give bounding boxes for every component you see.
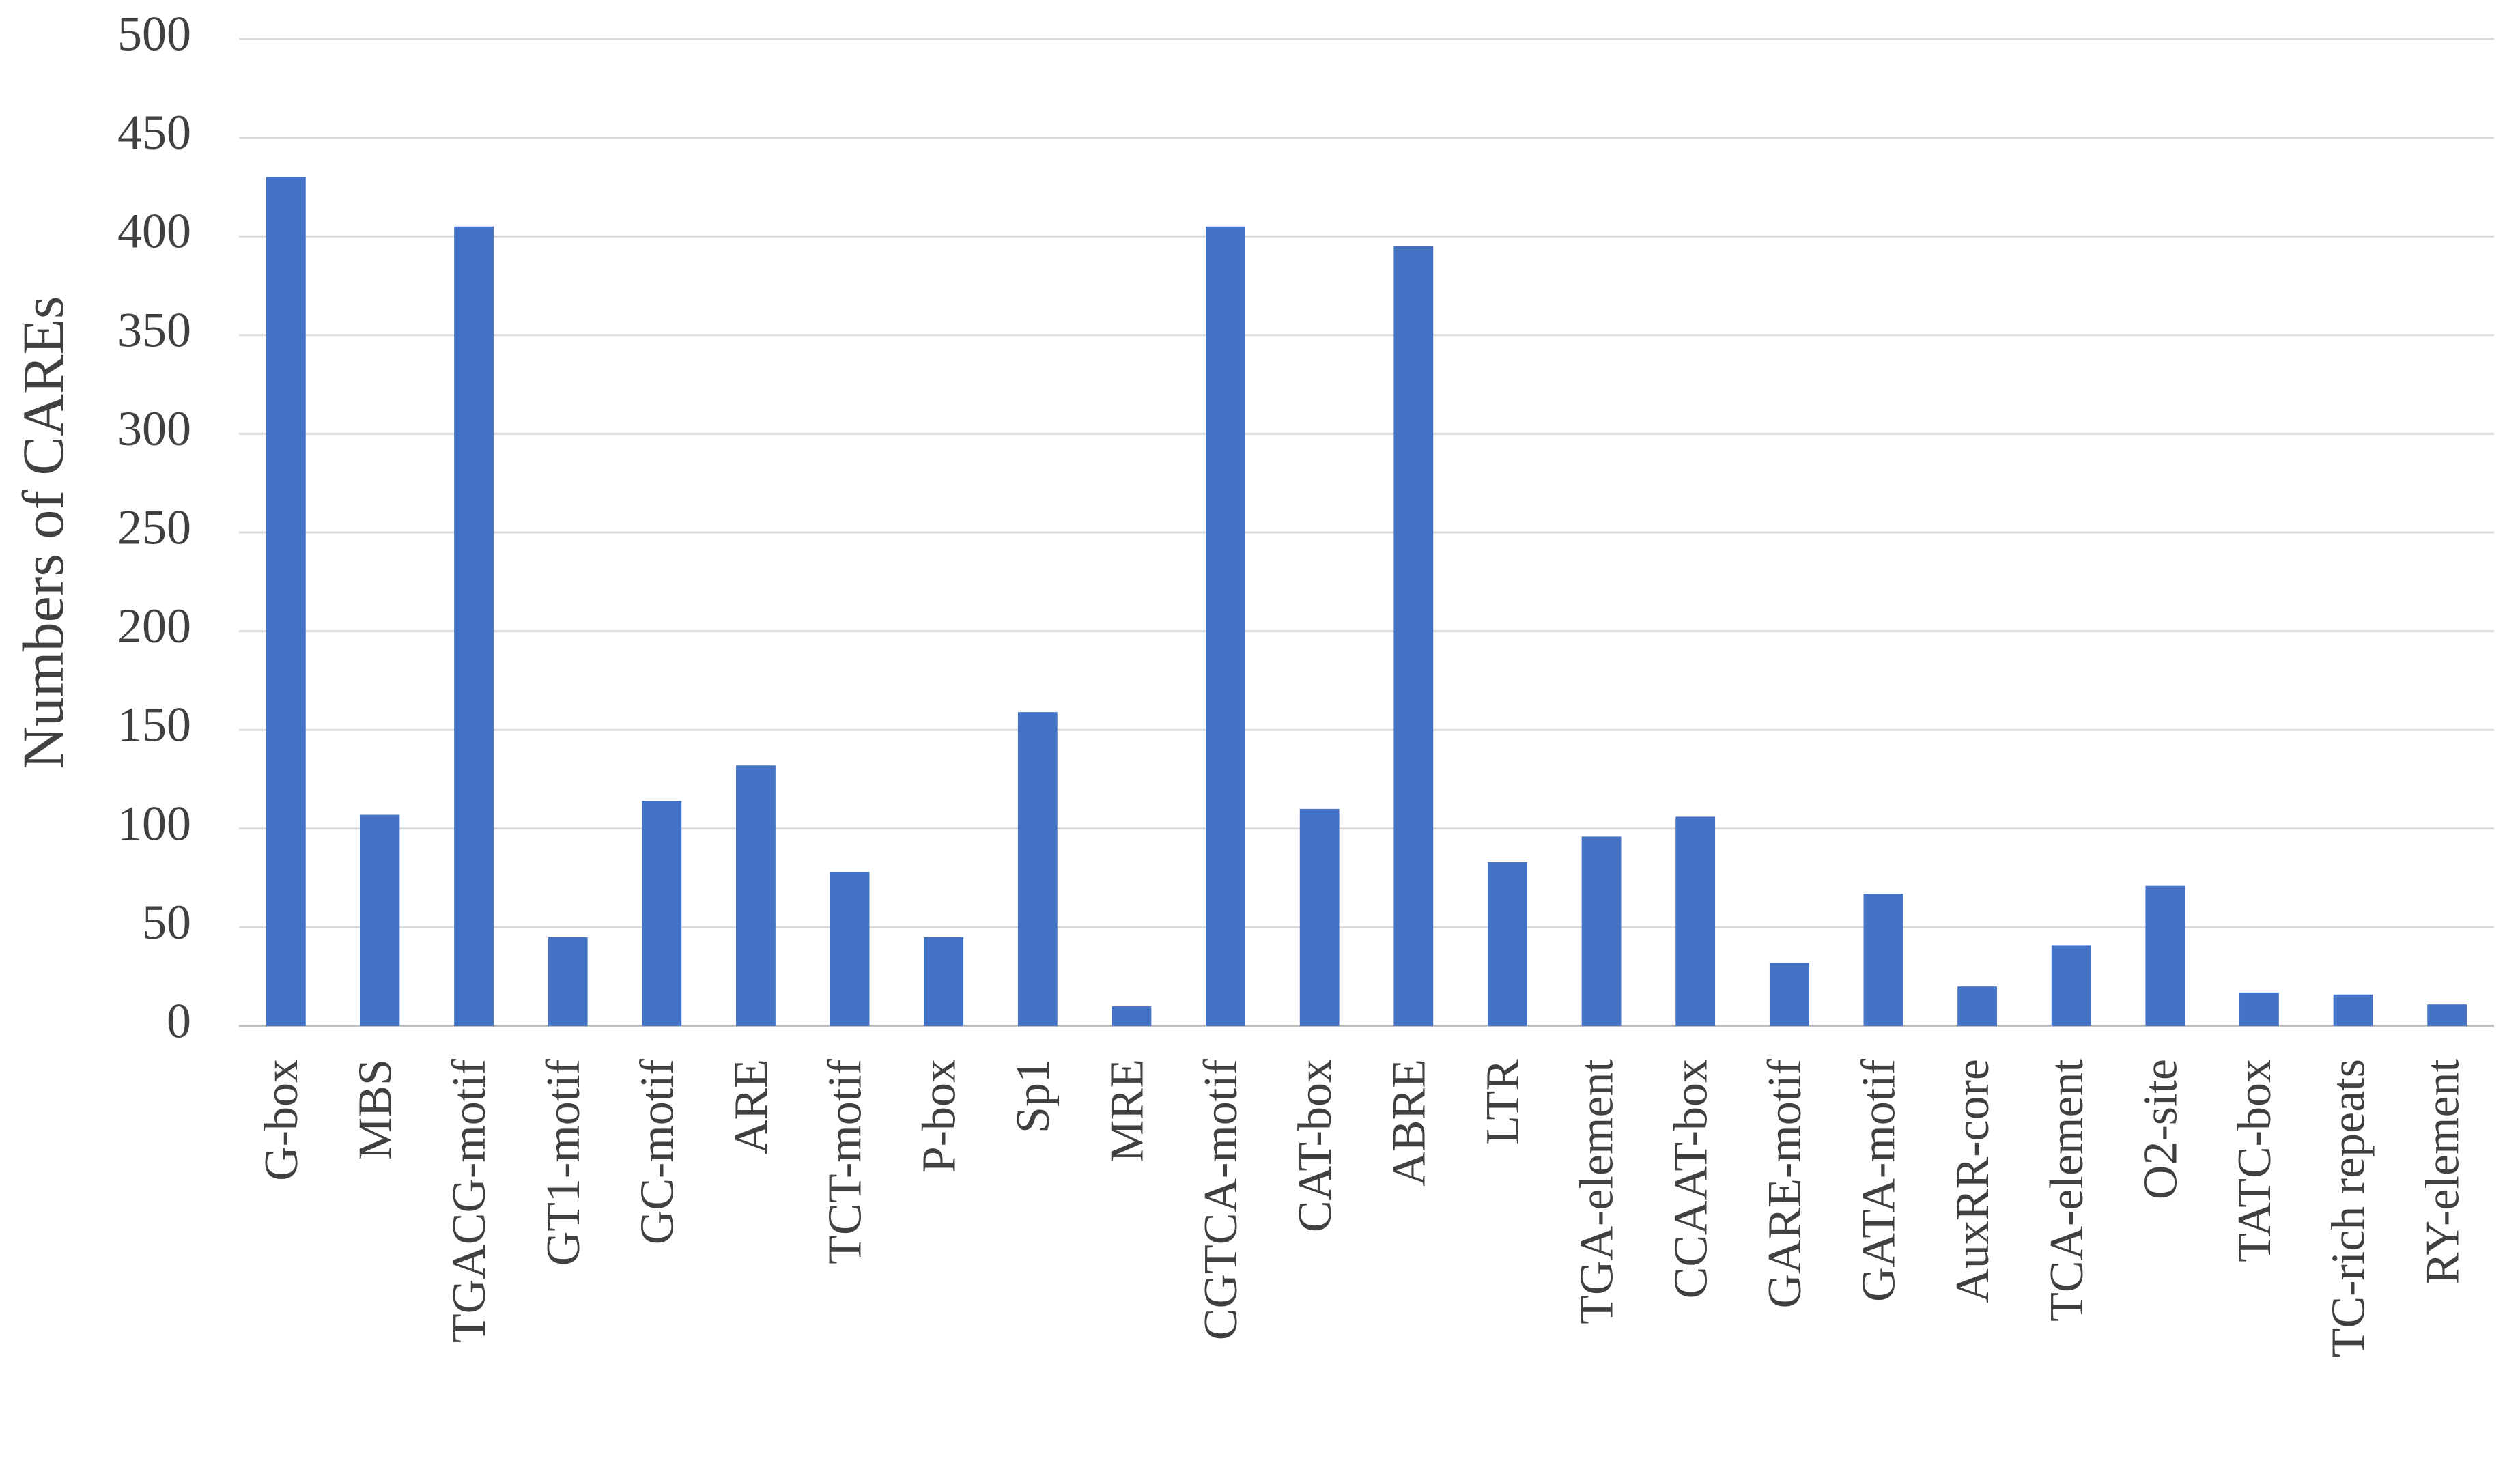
y-tick-label: 350 (117, 302, 191, 357)
y-tick-label: 450 (117, 105, 191, 160)
x-tick-label: AuxRR-core (1946, 1059, 1999, 1303)
x-tick-label: CCAAT-box (1665, 1059, 1717, 1298)
bar (830, 872, 870, 1026)
y-axis-title: Numbers of CAREs (10, 296, 76, 769)
x-tick-label: TGACG-motif (443, 1058, 496, 1343)
x-tick-label: GT1-motif (537, 1058, 590, 1266)
x-tick-label: P-box (913, 1059, 965, 1173)
bar (1112, 1006, 1152, 1026)
y-tick-label: 150 (117, 698, 191, 752)
bar (1488, 862, 1527, 1026)
bar (1017, 712, 1058, 1026)
x-tick-label: ARE (725, 1059, 778, 1154)
bar (2333, 994, 2373, 1026)
y-tick-label: 500 (117, 7, 191, 61)
x-tick-label: TCA-element (2041, 1058, 2093, 1321)
bar (454, 226, 494, 1026)
x-tick-label: GC-motif (631, 1058, 683, 1245)
x-tick-label: TGA-element (1571, 1058, 1624, 1324)
bar (1769, 963, 1809, 1026)
bar (1299, 808, 1340, 1026)
bar (1957, 986, 1997, 1026)
bar (924, 937, 964, 1026)
x-tick-label: ABRE (1383, 1059, 1435, 1187)
bar (1393, 246, 1434, 1026)
x-tick-label: TATC-box (2228, 1059, 2281, 1262)
x-tick-label: G-box (255, 1059, 308, 1181)
bar (1863, 894, 1903, 1026)
x-tick-label: MRE (1101, 1059, 1154, 1163)
bar (2145, 885, 2185, 1026)
y-tick-label: 300 (117, 401, 191, 456)
bar (2051, 945, 2091, 1026)
bar (1581, 836, 1622, 1026)
x-tick-label: CGTCA-motif (1195, 1058, 1247, 1340)
y-tick-label: 50 (142, 895, 191, 950)
bar (548, 937, 588, 1026)
x-tick-label: TCT-motif (819, 1058, 872, 1264)
y-tick-label: 100 (117, 796, 191, 851)
bar (736, 765, 776, 1026)
bar (266, 177, 306, 1027)
bar (360, 814, 400, 1026)
bar (1206, 226, 1245, 1026)
bar (642, 801, 682, 1026)
x-tick-label: RY-element (2416, 1058, 2469, 1284)
y-tick-label: 200 (117, 599, 191, 653)
y-tick-label: 400 (117, 204, 191, 259)
x-tick-label: MBS (350, 1059, 402, 1160)
bar (2239, 992, 2279, 1026)
bar (2427, 1004, 2467, 1026)
y-tick-label: 0 (167, 994, 191, 1049)
x-tick-label: LTR (1477, 1059, 1529, 1145)
x-tick-label: CAT-box (1289, 1059, 1342, 1232)
x-tick-label: O2-site (2134, 1059, 2187, 1199)
x-tick-label: GATA-motif (1853, 1058, 1906, 1302)
bar (1675, 816, 1716, 1026)
x-tick-label: GARE-motif (1759, 1058, 1811, 1308)
y-tick-label: 250 (117, 500, 191, 555)
x-tick-label: Sp1 (1007, 1059, 1060, 1133)
x-tick-label: TC-rich repeats (2323, 1059, 2375, 1357)
